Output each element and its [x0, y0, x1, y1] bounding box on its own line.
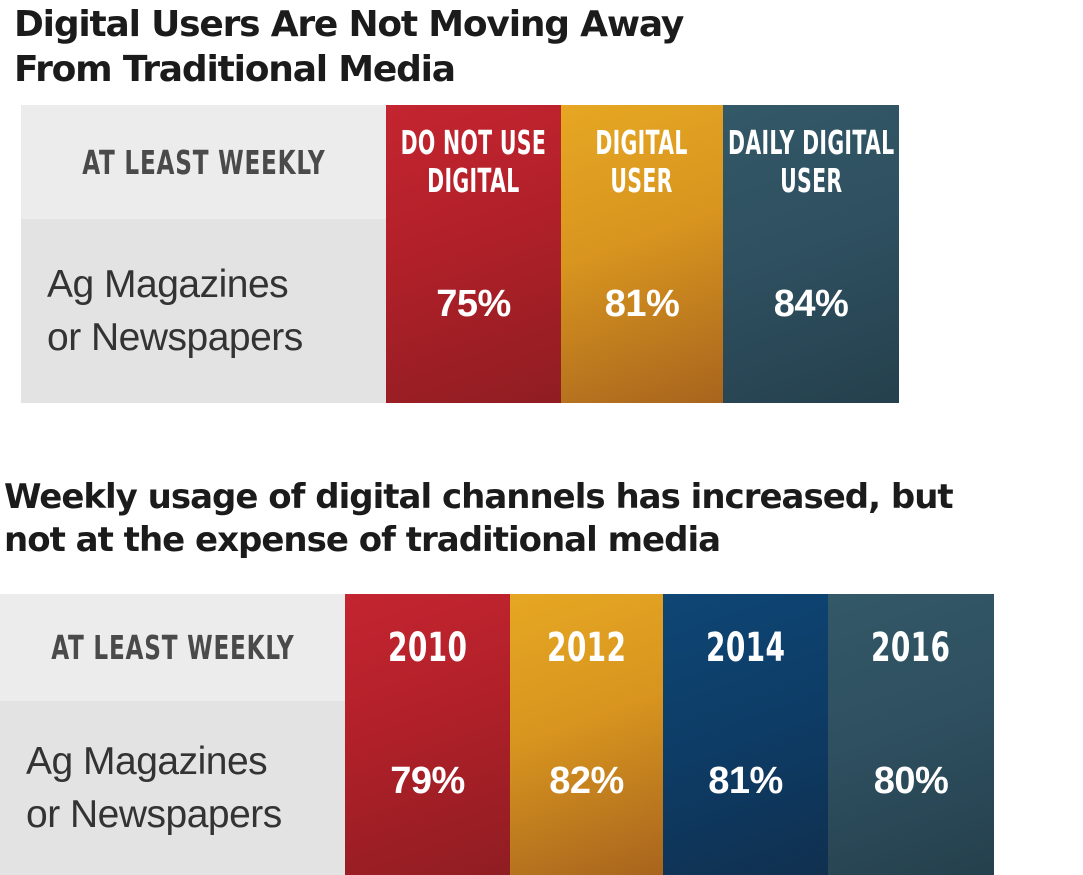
chart-title-bottom: Weekly usage of digital channels has inc…: [4, 476, 1079, 562]
column-header-line: DAILY DIGITAL: [727, 123, 895, 162]
column-header-label: 2014: [705, 624, 786, 671]
column-header-label: 2010: [387, 624, 468, 671]
column-2016: 2016 80%: [828, 594, 994, 875]
column-header-line: DIGITAL: [595, 123, 689, 162]
column-header-line: 2014: [705, 624, 786, 671]
column-header-line: 2016: [871, 624, 951, 671]
media-usage-by-year-table: AT LEAST WEEKLY Ag Magazines or Newspape…: [0, 594, 994, 875]
value-label: 81%: [604, 283, 680, 325]
row-label: Ag Magazines or Newspapers: [47, 258, 303, 364]
chart-title-top-line-2: From Traditional Media: [14, 49, 456, 90]
column-header-line: 2012: [546, 624, 627, 671]
value-label: 75%: [436, 283, 511, 325]
row-label-cell: Ag Magazines or Newspapers: [21, 219, 386, 403]
chart-title-bottom-line-2: not at the expense of traditional media: [4, 520, 721, 560]
column-header-line: 2010: [387, 624, 468, 671]
row-header: AT LEAST WEEKLY: [50, 628, 295, 667]
row-label-line-2: or Newspapers: [47, 316, 303, 359]
column-header-label: DO NOT USE DIGITAL: [401, 124, 547, 200]
column-header-line: DO NOT USE: [400, 123, 547, 162]
column-header-label: DIGITAL USER: [596, 124, 688, 200]
value-label: 80%: [873, 760, 949, 802]
column-header-label: DAILY DIGITAL USER: [728, 124, 894, 200]
column-2010: 2010 79%: [345, 594, 510, 875]
row-header-cell: AT LEAST WEEKLY: [21, 105, 386, 219]
column-daily-digital-user: DAILY DIGITAL USER 84%: [723, 105, 899, 403]
chart-title-top-line-1: Digital Users Are Not Moving Away: [14, 4, 684, 45]
row-header: AT LEAST WEEKLY: [81, 142, 326, 182]
column-header-label: 2016: [871, 624, 951, 671]
column-header: 2014: [663, 594, 828, 701]
value-label: 82%: [549, 760, 624, 802]
column-header-line: USER: [779, 161, 843, 200]
media-usage-by-digital-user-table: AT LEAST WEEKLY Ag Magazines or Newspape…: [21, 105, 899, 403]
column-header: 2012: [510, 594, 663, 701]
value-label: 84%: [773, 283, 849, 325]
column-header: DAILY DIGITAL USER: [723, 105, 899, 219]
value-label: 79%: [390, 760, 465, 802]
column-header: 2016: [828, 594, 994, 701]
row-label: Ag Magazines or Newspapers: [26, 735, 282, 841]
column-header-label: 2012: [546, 624, 627, 671]
row-label-line-1: Ag Magazines: [26, 740, 268, 783]
row-label-line-2: or Newspapers: [26, 793, 282, 836]
value-label: 81%: [708, 760, 783, 802]
column-digital-user: DIGITAL USER 81%: [561, 105, 723, 403]
column-header: DIGITAL USER: [561, 105, 723, 219]
column-header: 2010: [345, 594, 510, 701]
column-header: DO NOT USE DIGITAL: [386, 105, 561, 219]
column-2012: 2012 82%: [510, 594, 663, 875]
column-2014: 2014 81%: [663, 594, 828, 875]
column-do-not-use-digital: DO NOT USE DIGITAL 75%: [386, 105, 561, 403]
column-header-line: DIGITAL: [427, 161, 520, 200]
chart-title-top: Digital Users Are Not Moving Away From T…: [14, 2, 914, 92]
row-label-line-1: Ag Magazines: [47, 263, 289, 306]
row-header-cell: AT LEAST WEEKLY: [0, 594, 345, 701]
chart-title-bottom-line-1: Weekly usage of digital channels has inc…: [4, 477, 954, 517]
row-label-cell: Ag Magazines or Newspapers: [0, 701, 345, 875]
column-header-line: USER: [610, 161, 674, 200]
